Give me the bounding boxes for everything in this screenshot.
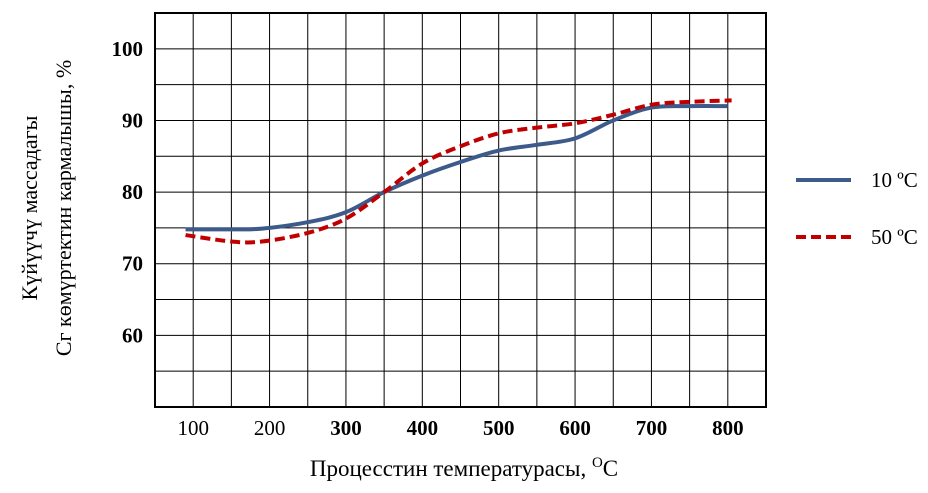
y-tick-label: 100 bbox=[112, 37, 144, 61]
x-tick-label: 500 bbox=[483, 416, 515, 440]
x-tick-label: 800 bbox=[712, 416, 744, 440]
x-tick-label: 200 bbox=[254, 416, 286, 440]
y-tick-label: 70 bbox=[122, 252, 143, 276]
x-tick-labels: 100 200 300 400 500 600 700 800 bbox=[177, 416, 743, 440]
series-line-50c bbox=[185, 98, 732, 245]
legend-label-10c: 10 ºC bbox=[871, 168, 918, 192]
y-tick-label: 80 bbox=[122, 180, 143, 204]
x-tick-label: 300 bbox=[330, 416, 362, 440]
x-axis-label: Процесстин температурасы, OC bbox=[310, 455, 618, 481]
chart-grid bbox=[155, 13, 766, 407]
y-tick-label: 60 bbox=[122, 323, 143, 347]
series-layer bbox=[185, 98, 732, 245]
x-tick-label: 400 bbox=[407, 416, 439, 440]
plot-frame bbox=[154, 12, 767, 408]
y-tick-labels: 60 70 80 90 100 bbox=[112, 37, 144, 348]
y-tick-label: 90 bbox=[122, 108, 143, 132]
series-line-10c bbox=[185, 104, 728, 232]
legend: 10 ºC 50 ºC bbox=[796, 168, 918, 249]
x-tick-label: 100 bbox=[177, 416, 209, 440]
x-tick-label: 700 bbox=[636, 416, 668, 440]
x-axis-label-text: Процесстин температурасы, bbox=[310, 456, 592, 481]
x-axis-unit-superscript: O bbox=[592, 455, 603, 471]
y-axis-label-line2: Cг көмүртектин кармалышы, % bbox=[51, 60, 76, 356]
y-axis-label-line1: Күйүүчү массадагы bbox=[17, 115, 42, 300]
x-tick-label: 600 bbox=[559, 416, 591, 440]
x-axis-unit: C bbox=[603, 456, 618, 481]
legend-label-50c: 50 ºC bbox=[871, 225, 918, 249]
